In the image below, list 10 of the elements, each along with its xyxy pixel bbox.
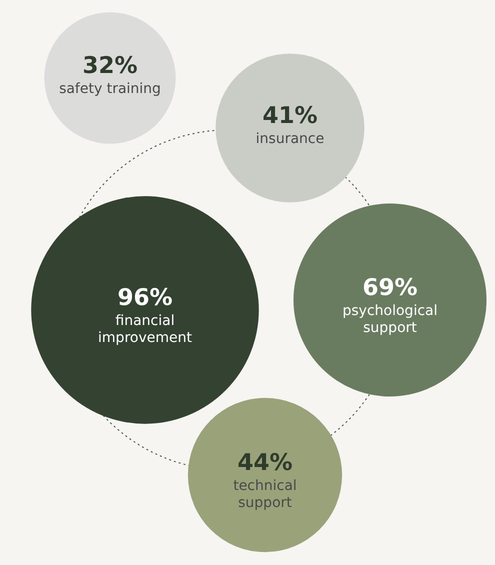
data-label: 44% (237, 450, 293, 476)
data-label: 96% (117, 285, 173, 311)
data-label: 69% (362, 275, 418, 301)
category-label: insurance (256, 131, 324, 147)
category-label: financial improvement (98, 313, 192, 346)
category-label: safety training (59, 81, 161, 97)
category-label: technical support (233, 478, 297, 511)
data-label: 32% (82, 53, 138, 79)
category-label: psychological support (342, 303, 438, 336)
data-label: 41% (262, 103, 318, 129)
